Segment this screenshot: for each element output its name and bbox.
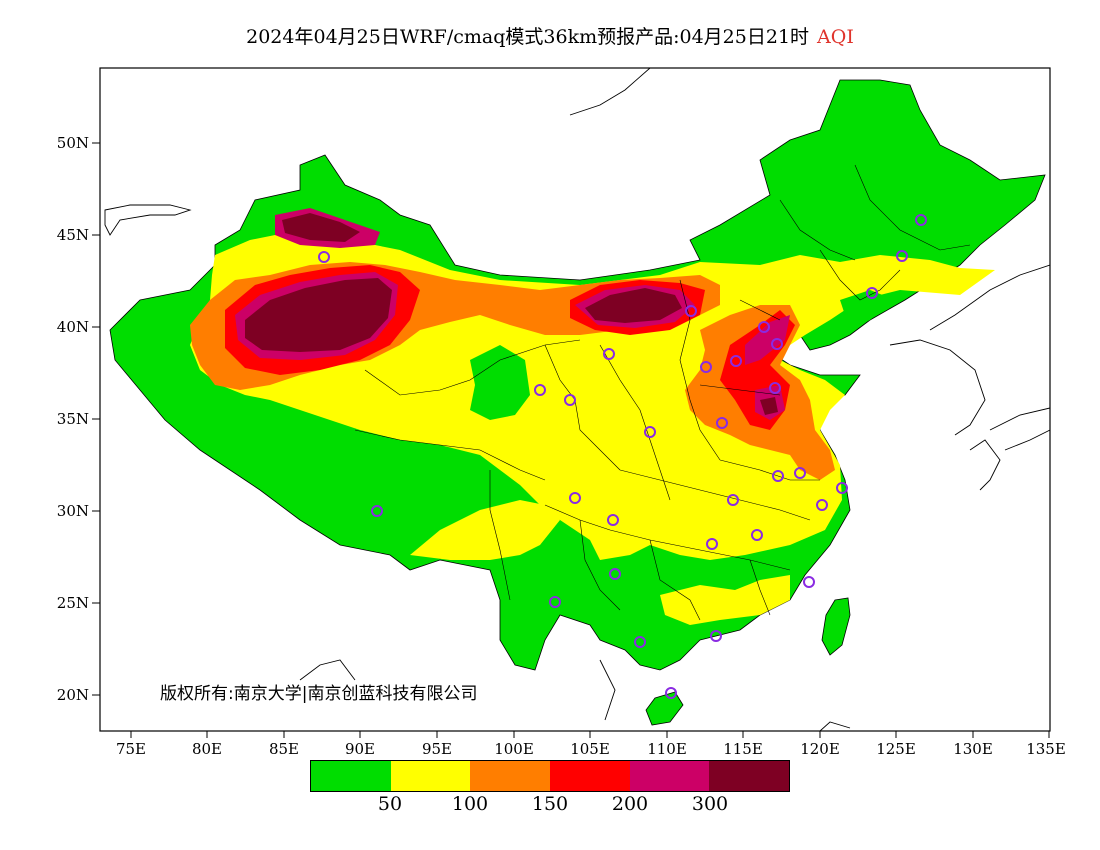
station-marker — [816, 499, 828, 511]
lon-label: 120E — [800, 740, 840, 758]
province-borders — [354, 164, 971, 621]
hainan-island — [645, 691, 684, 726]
longitude-labels: 75E 80E 85E 90E 95E 100E 105E 110E 115E … — [116, 740, 1066, 758]
colorbar-swatch — [311, 761, 391, 791]
station-marker — [794, 467, 806, 479]
lon-label: 100E — [494, 740, 534, 758]
moderate-region-south — [410, 500, 560, 560]
lat-label: 40N — [57, 318, 89, 336]
station-marker — [836, 482, 848, 494]
station-marker — [609, 568, 621, 580]
lat-label: 45N — [57, 226, 89, 244]
station-marker — [751, 529, 763, 541]
station-markers — [318, 214, 927, 699]
station-marker — [564, 394, 576, 406]
lat-label: 35N — [57, 410, 89, 428]
latitude-ticks — [92, 142, 100, 696]
station-marker — [730, 355, 742, 367]
lon-label: 135E — [1026, 740, 1066, 758]
station-marker — [700, 361, 712, 373]
station-marker — [758, 321, 770, 333]
lon-label: 110E — [647, 740, 687, 758]
lat-label: 20N — [57, 686, 89, 704]
station-marker — [769, 382, 781, 394]
lon-label: 130E — [953, 740, 993, 758]
lon-label: 105E — [570, 740, 610, 758]
lon-label: 75E — [116, 740, 146, 758]
lon-label: 95E — [422, 740, 452, 758]
map-frame — [99, 67, 1051, 732]
colorbar-swatch — [470, 761, 551, 791]
station-marker — [866, 287, 878, 299]
colorbar-label: 300 — [691, 793, 729, 815]
latitude-labels: 50N 45N 40N 35N 30N 25N 20N — [57, 134, 89, 704]
colorbar-label: 200 — [611, 793, 649, 815]
colorbar-swatch — [629, 761, 710, 791]
station-marker — [603, 348, 615, 360]
station-marker — [896, 250, 908, 262]
moderate-region-southeast — [660, 575, 790, 625]
colorbar-labels: 50 100 150 200 300 — [0, 793, 1100, 817]
lat-label: 50N — [57, 134, 89, 152]
title-text: 2024年04月25日WRF/cmaq模式36km预报产品:04月25日21时 — [246, 26, 810, 48]
station-marker — [644, 426, 656, 438]
lon-label: 80E — [192, 740, 222, 758]
lon-label: 125E — [876, 740, 916, 758]
colorbar-swatch — [709, 761, 790, 791]
station-marker — [665, 687, 677, 699]
lat-label: 30N — [57, 502, 89, 520]
station-marker — [803, 576, 815, 588]
lon-label: 90E — [345, 740, 375, 758]
good-pocket-northeast — [840, 290, 895, 330]
map-title: 2024年04月25日WRF/cmaq模式36km预报产品:04月25日21时 A… — [0, 22, 1100, 49]
hazardous-region-alxa — [585, 288, 682, 323]
hazardous-region-tarim — [245, 278, 392, 352]
taiwan-island — [821, 597, 851, 656]
colorbar-label: 50 — [377, 793, 403, 815]
map-layers — [104, 68, 1050, 731]
station-marker — [549, 596, 561, 608]
colorbar-label: 150 — [531, 793, 569, 815]
station-marker — [371, 505, 383, 517]
station-marker — [710, 630, 722, 642]
very-unhealthy-jjj — [745, 315, 790, 365]
station-marker — [771, 338, 783, 350]
aqi-colorbar — [310, 760, 790, 792]
colorbar-swatch — [550, 761, 630, 791]
station-marker — [716, 417, 728, 429]
hazardous-region-junggar — [282, 213, 360, 242]
station-marker — [607, 514, 619, 526]
station-marker — [569, 492, 581, 504]
colorbar-label: 100 — [451, 793, 489, 815]
good-pocket-qinghai — [470, 345, 530, 420]
colorbar-swatch — [390, 761, 471, 791]
station-marker — [318, 251, 330, 263]
station-marker — [634, 636, 646, 648]
station-marker — [727, 494, 739, 506]
station-marker — [915, 214, 927, 226]
station-marker — [772, 470, 784, 482]
hazardous-region-shandong — [760, 397, 778, 415]
copyright-notice: 版权所有:南京大学|南京创蓝科技有限公司 — [160, 684, 478, 704]
station-marker — [534, 384, 546, 396]
lon-label: 115E — [723, 740, 763, 758]
title-variable: AQI — [817, 26, 854, 48]
lon-label: 85E — [269, 740, 299, 758]
longitude-ticks — [130, 731, 1050, 738]
station-marker — [685, 305, 697, 317]
lat-label: 25N — [57, 594, 89, 612]
neighbor-coastlines — [104, 68, 1050, 731]
station-marker — [706, 538, 718, 550]
